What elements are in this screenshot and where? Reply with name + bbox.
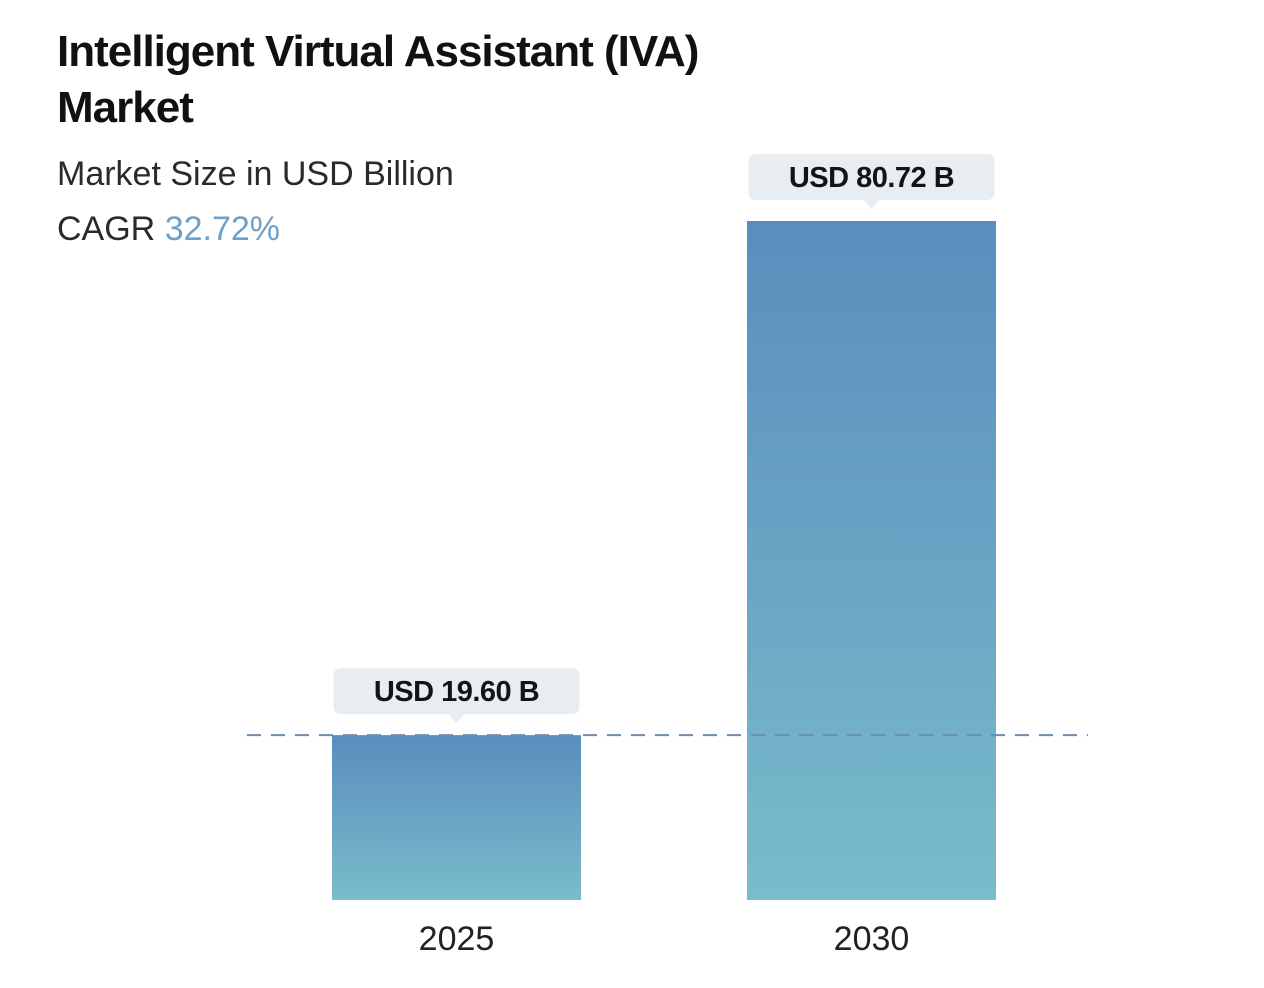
data-label-box-2025 — [333, 668, 580, 715]
data-label-text-2025: USD 19.60 B — [374, 676, 539, 708]
callouts-layer: USD 19.60 B USD 80.72 B — [333, 154, 995, 724]
cagr-line: CAGR 32.72% — [57, 207, 280, 251]
chart-subtitle: Market Size in USD Billion — [57, 155, 454, 193]
bar-2030 — [747, 221, 996, 900]
x-tick-2030: 2030 — [834, 920, 910, 958]
data-label-pointer-2025 — [448, 714, 465, 724]
cagr-label: CAGR — [57, 210, 156, 248]
bar-2025 — [332, 735, 581, 900]
cagr-value: 32.72% — [164, 210, 281, 248]
data-label-2025: USD 19.60 B — [333, 668, 580, 724]
chart-title: Intelligent Virtual Assistant (IVA) Mark… — [57, 27, 699, 132]
x-tick-2025: 2025 — [419, 920, 495, 958]
data-label-pointer-2030 — [863, 200, 880, 209]
bars-layer — [332, 221, 996, 900]
data-label-2030: USD 80.72 B — [748, 154, 995, 209]
data-label-box-2030 — [748, 154, 995, 200]
data-label-text-2030: USD 80.72 B — [789, 162, 954, 194]
x-axis-ticks: 2025 2030 — [419, 920, 910, 958]
